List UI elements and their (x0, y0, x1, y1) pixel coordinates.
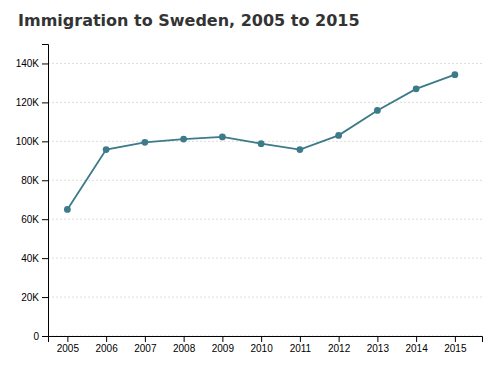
x-tick-label: 2011 (290, 343, 312, 354)
x-tick-label: 2007 (134, 343, 157, 354)
y-axis-line (42, 45, 49, 337)
grid-line (48, 63, 482, 64)
chart: 2005 2006 2007 2008 2009 2010 2011 2012 2013 2014… (0, 0, 500, 366)
y-axis: 0 20K 40K 60K 80K 100K 120K 140K (16, 45, 49, 342)
grid-line (48, 141, 482, 142)
x-tick-label: 2008 (173, 343, 196, 354)
x-tick-mark (222, 336, 223, 342)
x-tick-label: 2009 (212, 343, 235, 354)
grid (48, 63, 482, 336)
y-tick-mark (42, 297, 48, 298)
y-tick-label: 40K (21, 253, 39, 264)
x-tick: 2014 (406, 336, 429, 354)
x-tick-mark (145, 336, 146, 342)
x-tick: 2008 (173, 336, 196, 354)
point (296, 146, 303, 153)
point (64, 206, 71, 213)
y-tick-label: 20K (21, 292, 39, 303)
y-tick: 20K (21, 292, 48, 303)
y-tick: 60K (21, 214, 48, 225)
y-tick: 140K (16, 58, 48, 69)
y-tick: 80K (21, 175, 48, 186)
x-tick-label: 2006 (96, 343, 119, 354)
point (180, 136, 187, 143)
point (335, 132, 342, 139)
y-tick-mark (42, 63, 48, 64)
x-tick-mark (300, 336, 301, 342)
y-tick-mark (42, 258, 48, 259)
y-tick-label: 80K (21, 175, 39, 186)
x-tick: 2009 (212, 336, 235, 354)
x-tick-mark (261, 336, 262, 342)
y-tick-mark (42, 180, 48, 181)
y-tick-mark (42, 219, 48, 220)
x-tick-mark (67, 336, 68, 342)
x-tick-label: 2013 (367, 343, 390, 354)
point (451, 71, 458, 78)
x-tick: 2005 (57, 336, 80, 354)
y-tick: 40K (21, 253, 48, 264)
y-tick-label: 120K (16, 97, 40, 108)
y-tick-label: 0 (33, 331, 39, 342)
y-tick-mark (42, 141, 48, 142)
x-tick: 2011 (290, 336, 312, 354)
y-tick-label: 100K (16, 136, 40, 147)
x-tick: 2010 (251, 336, 274, 354)
x-tick-mark (106, 336, 107, 342)
x-tick-mark (184, 336, 185, 342)
grid-line (48, 102, 482, 103)
x-tick-mark (455, 336, 456, 342)
grid-line (48, 258, 482, 259)
line (67, 75, 455, 210)
x-tick: 2007 (134, 336, 157, 354)
x-tick-mark (339, 336, 340, 342)
x-tick-label: 2012 (328, 343, 351, 354)
plot-area: 2005 2006 2007 2008 2009 2010 2011 2012 2013 2014… (16, 45, 483, 355)
grid-line (48, 180, 482, 181)
x-tick-label: 2015 (444, 343, 467, 354)
x-tick: 2013 (367, 336, 390, 354)
title: Immigration to Sweden, 2005 to 2015 (18, 11, 360, 30)
y-tick-mark (42, 336, 48, 337)
x-tick-label: 2005 (57, 343, 80, 354)
x-tick-mark (416, 336, 417, 342)
y-tick: 100K (16, 136, 48, 147)
point (103, 146, 110, 153)
x-tick: 2012 (328, 336, 351, 354)
x-tick-label: 2010 (251, 343, 274, 354)
x-tick: 2015 (444, 336, 467, 354)
point (413, 85, 420, 92)
series (64, 71, 458, 213)
y-tick-mark (42, 102, 48, 103)
y-tick: 120K (16, 97, 48, 108)
y-tick-label: 60K (21, 214, 39, 225)
x-tick-label: 2014 (406, 343, 429, 354)
point (258, 140, 265, 147)
y-tick-label: 140K (16, 58, 40, 69)
x-axis-line (49, 337, 483, 343)
point (374, 107, 381, 114)
x-tick: 2006 (96, 336, 119, 354)
x-axis: 2005 2006 2007 2008 2009 2010 2011 2012 2013 2014… (49, 336, 483, 354)
grid-line (48, 219, 482, 220)
grid-line (48, 297, 482, 298)
x-tick-mark (377, 336, 378, 342)
y-tick: 0 (33, 331, 48, 342)
point (219, 134, 226, 141)
point (141, 139, 148, 146)
